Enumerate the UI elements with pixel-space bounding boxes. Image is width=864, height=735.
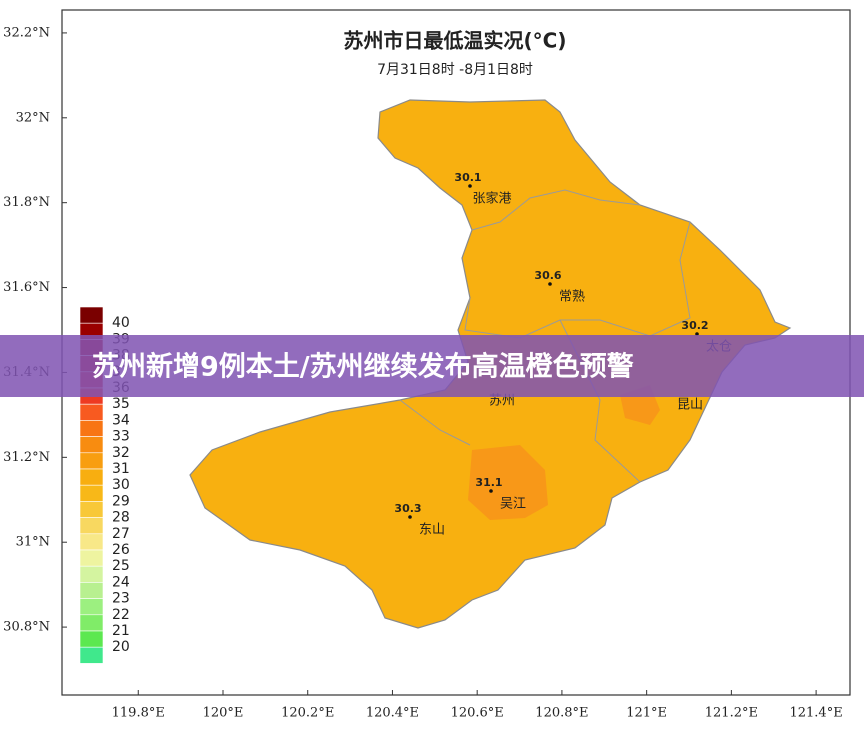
legend-label: 34 [112,412,130,428]
station-name: 吴江 [500,497,526,512]
border [464,221,691,339]
legend-label: 26 [112,542,130,558]
legend-label: 31 [112,461,130,477]
station-value: 30.2 [681,319,708,332]
lon-tick-label: 120.4°E [366,706,419,721]
legend-label: 40 [112,315,130,331]
lat-tick-label: 31°N [16,535,50,550]
legend-swatch [79,614,104,632]
banner-band [0,335,864,397]
legend-swatch [79,582,104,599]
station-value: 31.1 [475,476,502,489]
border [471,189,641,231]
lat-tick-label: 31.6°N [3,280,50,295]
station-name: 东山 [419,523,445,538]
lon-tick-label: 120.8°E [535,706,588,721]
legend-swatch [79,565,104,583]
lon-tick-label: 121.2°E [705,706,758,721]
lon-tick-label: 121°E [626,706,667,721]
legend-swatch [79,436,104,454]
legend-swatch [79,403,104,421]
lat-tick-label: 31.8°N [3,195,50,210]
legend-swatch [79,420,104,437]
lon-tick-label: 121.4°E [789,706,842,721]
legend-label: 24 [112,574,130,590]
station-name: 昆山 [677,398,703,413]
legend-label: 30 [112,477,130,493]
legend-swatch [79,306,104,324]
station-dot [489,489,493,493]
legend-swatch [79,533,104,551]
legend-swatch [79,646,104,664]
legend-swatch [79,630,104,648]
station-value: 30.3 [394,502,421,515]
station-name: 张家港 [472,191,511,207]
lat-tick-label: 32°N [16,110,50,125]
legend-label: 35 [112,396,130,412]
map-title: 苏州市日最低温实况(°C) [344,29,567,53]
station-value: 30.1 [454,171,481,184]
legend-label: 20 [112,639,130,655]
station-dot [408,515,412,519]
lat-tick-label: 31.2°N [3,450,50,465]
legend-label: 28 [112,510,130,526]
legend-swatch [79,598,104,616]
map-subtitle: 7月31日8时 -8月1日8时 [377,62,533,78]
legend-label: 25 [112,558,130,574]
lon-tick-label: 120.6°E [451,706,504,721]
lon-tick-label: 120.2°E [281,706,334,721]
lat-tick-label: 30.8°N [3,620,50,635]
legend-swatch [79,501,104,518]
hot-zone-wujiang [468,445,548,520]
legend-swatch [79,452,104,470]
border [399,399,471,446]
legend-label: 21 [112,623,130,639]
legend-label: 29 [112,493,130,509]
legend-label: 27 [112,526,130,542]
lon-tick-label: 120°E [203,706,244,721]
legend-swatch [79,549,104,567]
legend-label: 32 [112,445,130,461]
station-dot [695,332,699,336]
station-dot [468,184,472,188]
legend-swatch [79,484,104,502]
legend-swatch [79,468,104,486]
station-name: 常熟 [559,289,585,305]
legend-label: 33 [112,429,130,445]
station-value: 30.6 [534,269,561,282]
station-dot [548,282,552,286]
banner-text: 苏州新增9例本土/苏州继续发布高温橙色预警 [92,351,634,383]
lon-tick-label: 119.8°E [112,706,165,721]
legend-label: 23 [112,591,130,607]
legend-swatch [79,517,104,535]
lat-tick-label: 32.2°N [3,25,50,40]
legend-label: 22 [112,607,130,623]
